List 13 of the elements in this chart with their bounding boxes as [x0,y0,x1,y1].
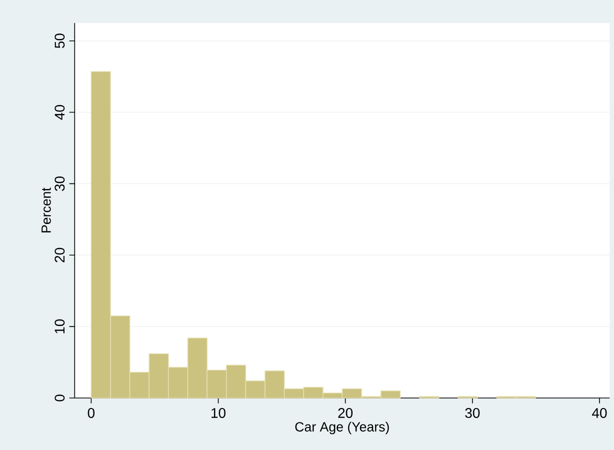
y-tick-label: 30 [54,176,65,191]
y-tick-label: 50 [54,34,65,48]
y-tick-label: 0 [54,394,65,402]
y-tick-label: 40 [54,105,65,120]
x-tick-label: 20 [338,408,353,418]
x-axis-title: Car Age (Years) [295,422,389,434]
x-tick-label: 10 [212,408,226,418]
x-tick-label: 40 [592,408,607,418]
x-tick-label: 0 [88,408,95,418]
y-axis-title: Percent [42,188,51,232]
x-tick-label: 30 [465,408,480,418]
y-tick-label: 10 [54,319,65,334]
y-tick-label: 20 [54,248,65,262]
